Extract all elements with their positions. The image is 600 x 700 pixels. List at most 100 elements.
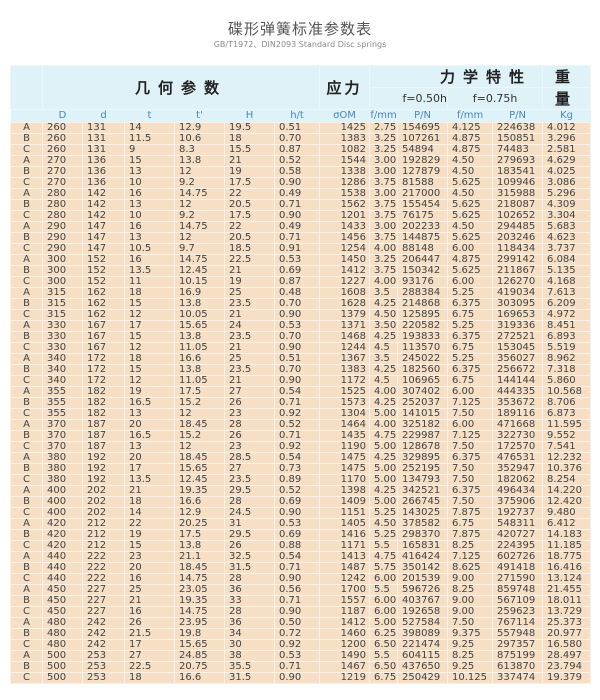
table-cell: 1435	[319, 430, 371, 442]
table-cell: 18.45	[174, 419, 225, 431]
table-cell: 3.00	[369, 188, 399, 200]
table-cell: 24.5	[224, 507, 275, 519]
table-cell: 4.50	[369, 518, 399, 530]
table-row: A 450 227 25 23.05 36 0.56 1700 5.5 596726 8.25 859…	[10, 584, 592, 596]
table-cell: 3.304	[542, 210, 592, 222]
table-cell: 93176	[397, 276, 449, 288]
table-cell: C	[10, 639, 43, 651]
table-cell: 3.75	[369, 210, 399, 222]
table-cell: 16.580	[542, 639, 592, 651]
table-cell: 3.086	[542, 177, 592, 189]
table-cell: 21	[124, 485, 175, 497]
table-cell: 20.5	[224, 232, 275, 244]
table-cell: 7.125	[447, 551, 494, 563]
table-cell: 14.220	[542, 485, 592, 497]
table-cell: 15.2	[174, 430, 225, 442]
table-cell: 10.5	[124, 243, 175, 255]
table-cell: 136	[82, 166, 125, 178]
table-cell: 23	[124, 551, 175, 563]
table-cell: 12	[174, 408, 225, 420]
table-row: A 290 147 16 14.75 22 0.49 1433 3.00 202233 4.50 29…	[10, 221, 592, 233]
table-cell: 227	[82, 595, 125, 607]
table-cell: 330	[42, 342, 83, 354]
table-cell: 4.50	[447, 166, 494, 178]
table-cell: 22.5	[124, 661, 175, 673]
table-cell: 0.49	[273, 188, 321, 200]
table-cell: 11.05	[174, 342, 225, 354]
table-cell: 604115	[397, 650, 449, 662]
table-cell: 315988	[492, 188, 544, 200]
table-cell: 24	[224, 320, 275, 332]
table-cell: 189116	[492, 408, 544, 420]
table-cell: 0.70	[273, 298, 321, 310]
table-cell: 0.90	[273, 672, 321, 684]
table-cell: 183541	[492, 166, 544, 178]
table-cell: 7.875	[447, 507, 494, 519]
table-cell: 221474	[397, 639, 449, 651]
header-blank	[10, 65, 43, 110]
table-cell: 9.00	[447, 606, 494, 618]
table-cell: 0.92	[273, 639, 321, 651]
table-cell: C	[10, 441, 43, 453]
table-cell: 400	[42, 507, 83, 519]
table-cell: 31	[224, 518, 275, 530]
table-cell: 4.5	[369, 342, 399, 354]
table-cell: 3.25	[369, 254, 399, 266]
table-cell: A	[10, 485, 43, 497]
table-cell: 10.15	[174, 276, 225, 288]
table-cell: 1409	[319, 496, 371, 508]
table-cell: 3.737	[542, 243, 592, 255]
table-cell: 420	[42, 518, 83, 530]
table-cell: 6.25	[369, 628, 399, 640]
table-row: C 300 152 11 10.15 19 0.87 1227 4.00 93176 6.00 126…	[10, 276, 592, 288]
table-cell: B	[10, 232, 43, 244]
table-cell: 270	[42, 166, 83, 178]
table-cell: 0.53	[273, 650, 321, 662]
table-cell: 280	[42, 188, 83, 200]
table-row: B 380 192 17 15.65 27 0.73 1475 5.00 252195 7.50 35…	[10, 463, 592, 475]
table-cell: 4.875	[447, 144, 494, 156]
table-cell: 6.75	[447, 375, 494, 387]
table-cell: 8.254	[542, 474, 592, 486]
table-cell: 28	[224, 606, 275, 618]
table-cell: 4.168	[542, 276, 592, 288]
table-cell: 10.6	[174, 133, 225, 145]
table-cell: 1487	[319, 562, 371, 574]
table-cell: 127879	[397, 166, 449, 178]
table-cell: 12	[174, 441, 225, 453]
table-cell: 270	[42, 177, 83, 189]
table-cell: 134793	[397, 474, 449, 486]
table-cell: 300	[42, 265, 83, 277]
table-cell: 602726	[492, 551, 544, 563]
table-cell: 214868	[397, 298, 449, 310]
table-cell: 242	[82, 617, 125, 629]
table-cell: 152	[82, 276, 125, 288]
table-cell: 141015	[397, 408, 449, 420]
table-cell: 4.875	[447, 133, 494, 145]
table-row: A 500 253 27 24.85 38 0.53 1490 5.5 604115 8.25 875…	[10, 650, 592, 662]
table-cell: 202	[82, 485, 125, 497]
table-row: A 380 192 20 18.45 28.5 0.54 1475 4.25 329895 6.37…	[10, 452, 592, 464]
table-cell: 329895	[397, 452, 449, 464]
table-cell: 0.71	[273, 595, 321, 607]
table-cell: 5.5	[369, 650, 399, 662]
table-cell: 0.72	[273, 628, 321, 640]
table-cell: 4.309	[542, 199, 592, 211]
table-cell: 211867	[492, 265, 544, 277]
table-row: A 300 152 16 14.75 22.5 0.53 1450 3.25 206447 4.87…	[10, 254, 592, 266]
table-cell: 353672	[492, 397, 544, 409]
table-cell: 28.5	[224, 452, 275, 464]
table-cell: 9.375	[447, 628, 494, 640]
table-cell: 20	[124, 562, 175, 574]
table-cell: A	[10, 551, 43, 563]
table-cell: 767114	[492, 617, 544, 629]
table-cell: 0.71	[273, 397, 321, 409]
column-header: d	[82, 109, 125, 123]
table-cell: 7.125	[447, 397, 494, 409]
table-cell: 182	[82, 408, 125, 420]
table-cell: 14.75	[174, 606, 225, 618]
table-cell: 322730	[492, 430, 544, 442]
table-row: C 480 242 17 15.65 30 0.92 1200 6.50 221474 9.25 29…	[10, 639, 592, 651]
table-cell: 20.977	[542, 628, 592, 640]
table-cell: 15	[124, 540, 175, 552]
